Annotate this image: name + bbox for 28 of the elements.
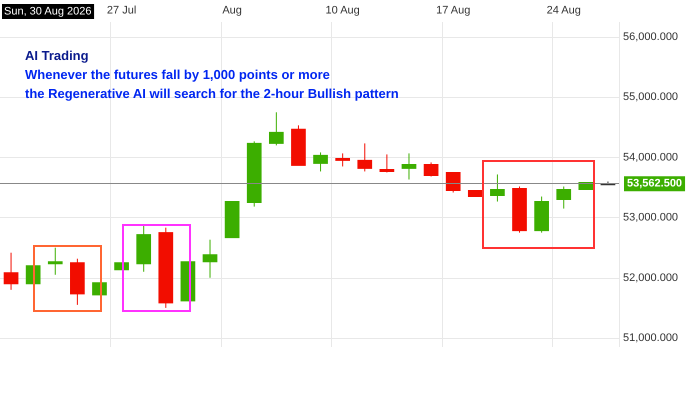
candlestick [402, 152, 416, 180]
y-tick-label: 53,000.000 [623, 212, 678, 224]
x-tick-label: 10 Aug [326, 4, 360, 16]
x-tick-label: Aug [222, 4, 242, 16]
candlestick [490, 174, 505, 202]
x-tick-label: 27 Jul [106, 4, 136, 16]
candlestick [556, 186, 572, 210]
x-tick-label: 24 Aug [546, 4, 581, 16]
text: Whenever the futures fall by 1,000 points or more the Regenerative AI will search for the 2-hour Bullish pattern [25, 67, 399, 101]
y-tick-label: 51,000.000 [623, 332, 678, 344]
ref-line-label: 53,562.500 [627, 178, 682, 190]
candlestick [335, 152, 350, 167]
y-tick-label: 56,000.000 [623, 31, 678, 44]
y-tick-label: 55,000.000 [623, 91, 678, 104]
x-tick-label: 17 Aug [436, 4, 470, 16]
candlestick [268, 112, 284, 146]
candlestick [48, 247, 63, 276]
candlestick [424, 162, 438, 177]
y-tick-label: 54,000.000 [623, 151, 678, 164]
candlestick [380, 154, 394, 173]
text: AI Trading [25, 48, 89, 63]
candlestick [4, 252, 18, 290]
candlestick [313, 152, 328, 172]
text: Sun, 30 Aug 2026 [4, 6, 92, 18]
candlestick [202, 239, 218, 278]
candlestick [357, 142, 372, 172]
y-tick-label: 52,000.000 [623, 272, 678, 284]
candlestick [446, 172, 461, 194]
